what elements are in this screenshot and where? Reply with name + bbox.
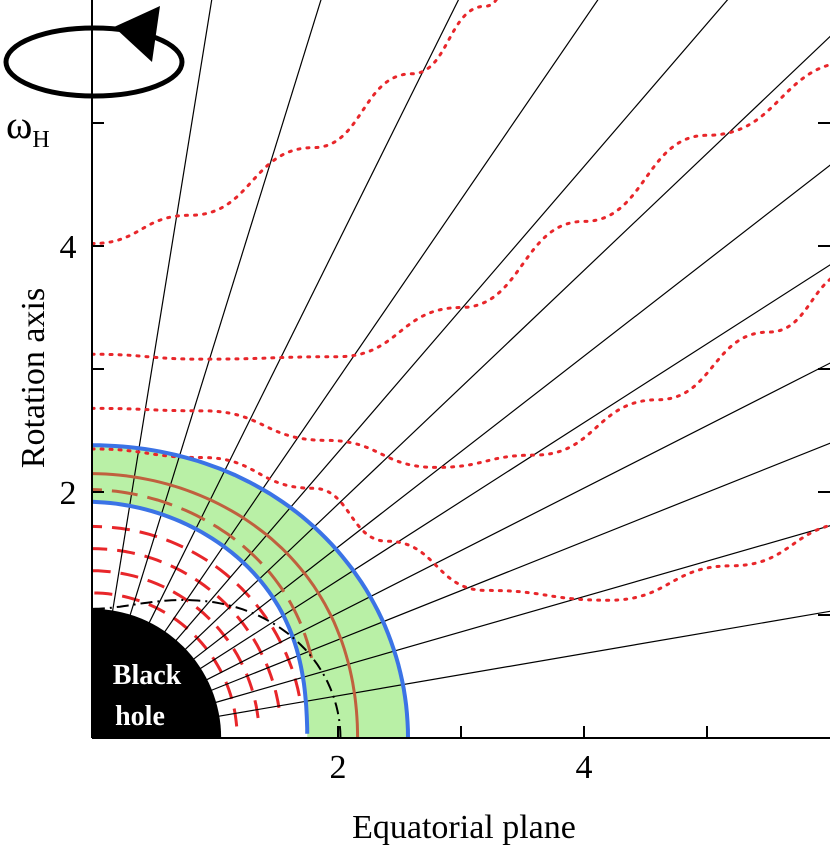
black-hole-label-line2: hole <box>115 701 165 732</box>
field-line <box>180 35 830 654</box>
y-tick-label: 2 <box>60 475 77 512</box>
band-inner-edge <box>92 499 310 734</box>
field-line <box>188 164 830 664</box>
y-tick-label: 4 <box>60 229 77 266</box>
x-tick-label: 4 <box>576 749 593 786</box>
field-lines <box>111 0 830 718</box>
band-lines <box>92 443 410 738</box>
omega-subscript: H <box>32 127 49 153</box>
field-line <box>210 525 830 705</box>
dotted-field-curve <box>92 63 830 361</box>
field-line <box>111 0 213 617</box>
rotation-arrow-icon <box>3 6 185 99</box>
dotted-field-curve <box>92 277 830 469</box>
black-hole <box>92 608 222 738</box>
band-outer-edge <box>92 443 410 738</box>
dashed-arc <box>92 569 260 719</box>
dotted-curves <box>92 0 830 602</box>
field-line <box>146 0 460 629</box>
field-line <box>206 442 830 693</box>
ergosphere-boundary <box>92 599 342 738</box>
x-tick-label: 2 <box>330 749 347 786</box>
field-line <box>195 264 830 673</box>
band-center-line <box>92 472 360 738</box>
axis-tick-labels: 2 4 2 4 <box>60 229 593 786</box>
dashed-arc <box>92 524 301 697</box>
dashed-arc <box>92 547 281 709</box>
dashed-arc <box>92 591 239 727</box>
field-line <box>127 0 322 621</box>
x-axis-title: Equatorial plane <box>352 809 576 846</box>
dotted-field-curve <box>92 0 498 246</box>
field-line <box>161 0 599 637</box>
dashed-arcs <box>92 524 301 727</box>
y-axis-title: Rotation axis <box>15 288 52 468</box>
field-line <box>213 610 830 718</box>
field-line <box>201 362 830 683</box>
axis-ticks <box>92 122 830 738</box>
band-dashed-line <box>92 488 314 659</box>
green-band-fill <box>92 445 408 738</box>
black-hole-label-line1: Black <box>113 660 182 691</box>
green-band <box>92 445 408 738</box>
omega-symbol: ω <box>6 102 32 147</box>
field-line <box>171 0 729 646</box>
plot-area <box>92 0 830 738</box>
omega-h-label: ωH <box>6 102 50 153</box>
